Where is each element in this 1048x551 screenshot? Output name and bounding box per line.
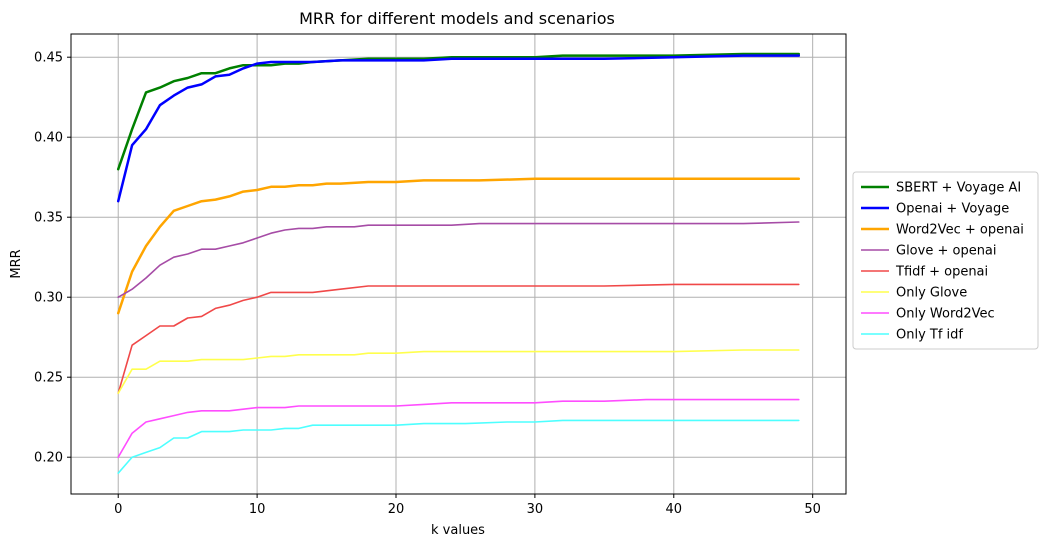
x-tick-label: 10 (249, 502, 266, 517)
y-tick-label: 0.35 (34, 211, 63, 226)
y-tick-label: 0.20 (34, 451, 63, 466)
chart-title: MRR for different models and scenarios (299, 9, 615, 28)
legend-items: SBERT + Voyage AI Openai + Voyage Word2Vec… (861, 181, 1024, 343)
axis-ticks: 0 10 20 30 40 50 0.20 0.25 0.30 0.35 0.40 0.45 (34, 51, 821, 517)
legend-label: Glove + openai (896, 244, 997, 259)
series-line-4 (117, 221, 800, 298)
legend: SBERT + Voyage AI Openai + Voyage Word2Vec… (852, 171, 1039, 350)
grid-lines (71, 34, 846, 494)
series-line-2 (116, 54, 801, 203)
series-line-3 (116, 177, 801, 315)
y-tick-label: 0.40 (34, 131, 63, 146)
legend-label: Only Tf idf (896, 328, 963, 343)
y-tick-label: 0.45 (34, 51, 63, 66)
series-line-8 (117, 419, 800, 474)
series-lines (116, 52, 801, 474)
x-axis-label: k values (431, 523, 485, 538)
y-tick-label: 0.25 (34, 371, 63, 386)
y-tick-label: 0.30 (34, 291, 63, 306)
series-line-7 (117, 398, 800, 458)
legend-label: Tfidf + openai (895, 265, 988, 280)
series-line-1 (116, 52, 801, 171)
y-axis-label: MRR (9, 249, 24, 278)
x-tick-label: 20 (388, 502, 405, 517)
x-tick-label: 40 (666, 502, 683, 517)
plot-area-frame (70, 33, 847, 495)
x-tick-label: 30 (527, 502, 544, 517)
legend-label: Only Word2Vec (896, 307, 995, 322)
x-tick-label: 0 (114, 502, 122, 517)
legend-label: SBERT + Voyage AI (896, 181, 1021, 196)
legend-label: Only Glove (896, 286, 967, 301)
legend-label: Word2Vec + openai (896, 223, 1024, 238)
series-line-5 (117, 283, 800, 394)
legend-box (852, 171, 1039, 350)
series-line-6 (117, 349, 800, 394)
x-tick-label: 50 (804, 502, 821, 517)
legend-label: Openai + Voyage (896, 202, 1009, 217)
